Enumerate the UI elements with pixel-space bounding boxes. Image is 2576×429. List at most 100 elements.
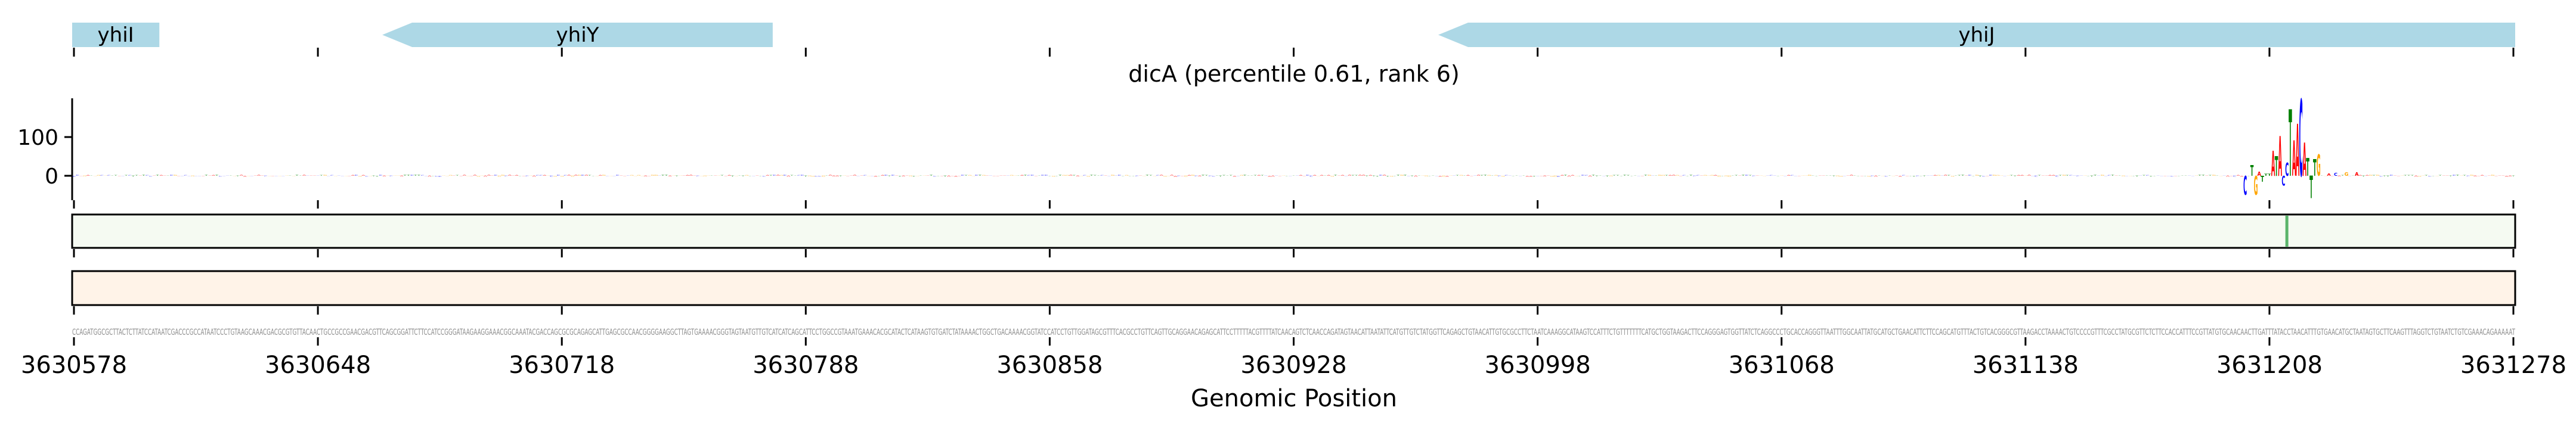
logo-letter-C: C [658,175,661,176]
x-tick-label: 3631208 [2216,352,2323,379]
logo-letter-G: G [807,176,812,177]
logo-letter-T: T [2463,175,2467,176]
x-tick-label: 3630858 [996,352,1103,379]
logo-letter-C: C [1581,175,1586,176]
logo-letter-A: A [1445,176,1450,177]
logo-letter-T: T [1261,175,1265,176]
logo-letter-G: G [501,175,505,176]
logo-letter-C: C [564,175,567,176]
logo-letter-A: A [776,175,781,176]
logo-letter-T: T [131,176,135,177]
orange-track-box [71,270,2516,306]
dna-sequence: CCAGATGGCGCTTACTCTTATCCATAATCGACCCGCCATA… [72,328,2515,337]
logo-letter-G: G [602,175,606,176]
logo-letter-C: C [2285,160,2289,181]
logo-letter-T: T [2118,175,2122,176]
logo-letter-C: C [2299,79,2303,201]
logo-letter-A: A [926,175,930,176]
logo-letter-T: T [1515,175,1519,176]
logo-letter-C: C [1773,175,1776,176]
logo-letter-A: A [159,175,163,176]
logo-letter-C: C [616,175,620,176]
x-tick-label: 3630998 [1485,352,1591,379]
logo-letter-C: C [107,175,111,176]
logo-letter-T: T [1599,175,1602,176]
logo-letter-T: T [1351,175,1355,176]
logo-letter-G: G [2421,175,2425,176]
x-tick-label: 3630788 [753,352,859,379]
logo-letter-T: T [1229,175,1233,176]
logo-letter-T: T [1480,175,1484,176]
logo-letter-A: A [686,175,690,176]
logo-letter-A: A [2017,175,2021,176]
logo-letter-G: G [1727,176,1732,178]
logo-letter-G: G [2345,171,2349,177]
logo-letter-G: G [1501,176,1505,177]
logo-letter-T: T [1947,175,1950,176]
logo-letter-T: T [912,176,917,177]
logo-letter-A: A [954,176,958,177]
logo-letter-C: C [149,176,153,177]
logo-letter-C: C [1156,175,1160,176]
logo-letter-C: C [2428,176,2432,177]
logo-letter-C: C [815,176,819,177]
logo-letter-A: A [1543,176,1547,177]
logo-letter-A: A [1160,175,1164,176]
logo-letter-A: A [835,176,840,177]
logo-letter-T: T [1247,175,1250,176]
logo-letter-G: G [1661,175,1665,176]
logo-letter-A: A [2501,175,2506,176]
x-tick-label: 3631138 [1973,352,2079,379]
logo-letter-G: G [1710,175,1714,176]
logo-letter-T: T [2142,175,2147,176]
logo-letter-G: G [393,175,397,176]
gene-track: yhiI yhiY yhiJ [72,23,2515,47]
logo-letter-T: T [769,175,773,176]
logo-letter-G: G [909,176,913,177]
logo-letter-T: T [2306,154,2309,182]
gene-yhiJ [1438,23,2515,47]
logo-letter-G: G [843,175,847,176]
logo-letter-A: A [1822,175,1826,176]
logo-letter-C: C [1682,175,1686,176]
logo-letter-A: A [881,175,885,176]
logo-letter-A: A [999,175,1004,176]
logo-letter-A: A [473,175,477,176]
logo-letter-A: A [484,176,488,178]
logo-letter-C: C [2107,175,2111,176]
logo-letter-C: C [1006,175,1010,176]
logo-letter-A: A [1327,175,1331,176]
logo-letter-C: C [128,175,132,176]
logo-letter-C: C [2243,172,2247,201]
logo-letter-G: G [546,175,550,176]
logo-letter-C: C [933,176,937,177]
logo-letter-C: C [184,175,188,176]
logo-letter-A: A [2045,175,2049,176]
logo-letter-C: C [1769,175,1773,176]
logo-letter-C: C [1504,175,1508,176]
logo-letter-T: T [2411,175,2415,176]
logo-letter-A: A [1699,175,1704,176]
logo-letter-T: T [2351,175,2355,176]
logo-letter-T: T [1226,175,1230,176]
logo-letter-A: A [894,175,899,176]
logo-letter-T: T [1735,175,1739,176]
logo-letter-C: C [1212,176,1216,177]
logo-letter-G: G [822,176,826,178]
logo-letter-A: A [302,175,306,176]
logo-letter-C: C [1696,175,1701,176]
logo-letter-T: T [205,175,209,176]
logo-letter-A: A [1313,175,1317,176]
logo-letter-G: G [707,175,711,176]
logo-letter-T: T [1961,175,1965,176]
logo-letter-A: A [2114,175,2119,176]
logo-letter-C: C [550,176,554,178]
logo-letter-T: T [236,176,240,177]
logo-letter-T: T [1532,176,1537,177]
logo-letter-A: A [1170,175,1174,176]
logo-letter-T: T [1463,175,1466,176]
logo-letter-G: G [1281,175,1286,176]
logo-letter-A: A [2414,176,2418,178]
logo-letter-T: T [1563,175,1568,176]
